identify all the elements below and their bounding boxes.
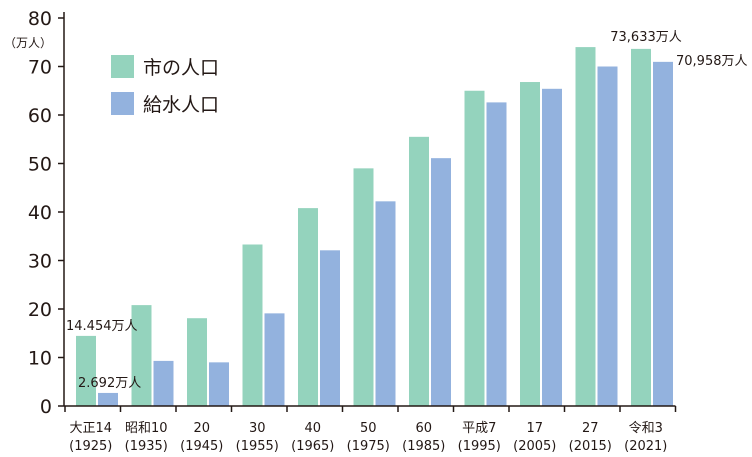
bar-city-population-2	[187, 318, 207, 406]
y-tick-label-40: 40	[28, 202, 52, 224]
bar-city-population-5	[353, 168, 374, 406]
bar-city-population-10	[631, 48, 651, 407]
x-category-year-9: (2015)	[569, 439, 612, 454]
y-tick-label-80: 80	[28, 8, 52, 30]
x-category-year-10: (2021)	[624, 439, 667, 454]
bar-city-population-8	[520, 82, 540, 407]
bar-water-supply-population-8	[542, 88, 562, 406]
x-category-label-8: 17	[526, 421, 543, 436]
bar-water-supply-population-10	[653, 61, 673, 406]
y-tick-label-0: 0	[40, 396, 52, 418]
y-tick-label-30: 30	[28, 251, 52, 273]
x-category-year-4: (1965)	[291, 439, 334, 454]
bar-water-supply-population-4	[320, 250, 340, 406]
value-annotation-2: 73,633万人	[610, 30, 682, 45]
y-tick-label-60: 60	[28, 105, 52, 127]
y-tick-label-70: 70	[28, 57, 52, 79]
x-category-year-3: (1955)	[236, 439, 279, 454]
x-category-year-7: (1995)	[458, 439, 501, 454]
bar-water-supply-population-7	[486, 102, 507, 406]
y-tick-label-10: 10	[28, 348, 52, 370]
value-annotation-1: 2.692万人	[78, 376, 141, 391]
bar-city-population-7	[464, 90, 485, 406]
legend-swatch-water-supply-population	[111, 92, 134, 115]
bar-water-supply-population-2	[209, 362, 229, 406]
x-category-label-10: 令和3	[629, 421, 663, 436]
x-category-label-7: 平成7	[462, 421, 496, 436]
x-category-label-0: 大正14	[69, 421, 112, 436]
legend-label-water-supply-population: 給水人口	[143, 94, 219, 116]
y-tick-label-20: 20	[28, 299, 52, 321]
bar-city-population-6	[409, 136, 429, 406]
x-category-label-5: 50	[360, 421, 377, 436]
bar-city-population-3	[242, 244, 263, 406]
x-category-label-6: 60	[415, 421, 432, 436]
bar-water-supply-population-6	[431, 158, 451, 406]
value-annotation-0: 14.454万人	[66, 319, 138, 334]
y-tick-label-50: 50	[28, 154, 52, 176]
bar-city-population-9	[575, 47, 596, 406]
bar-water-supply-population-0	[98, 392, 118, 406]
bar-city-population-1	[131, 305, 152, 406]
y-axis-unit-label: （万人）	[4, 36, 52, 50]
bar-water-supply-population-9	[597, 66, 618, 406]
bar-water-supply-population-3	[264, 313, 285, 406]
bar-city-population-4	[298, 208, 318, 406]
legend-swatch-city-population	[111, 55, 134, 78]
x-category-label-1: 昭和10	[125, 421, 168, 436]
legend-label-city-population: 市の人口	[143, 57, 219, 79]
bar-water-supply-population-1	[153, 360, 174, 406]
x-category-label-9: 27	[582, 421, 599, 436]
x-category-year-6: (1985)	[402, 439, 445, 454]
x-category-year-0: (1925)	[69, 439, 112, 454]
x-category-label-4: 40	[304, 421, 321, 436]
bar-water-supply-population-5	[375, 201, 396, 406]
x-category-label-3: 30	[249, 421, 266, 436]
x-category-year-5: (1975)	[347, 439, 390, 454]
x-category-year-1: (1935)	[125, 439, 168, 454]
bar-city-population-0	[76, 335, 96, 406]
x-category-year-2: (1945)	[180, 439, 223, 454]
x-category-label-2: 20	[193, 421, 210, 436]
value-annotation-3: 70,958万人	[676, 54, 748, 69]
x-category-year-8: (2005)	[513, 439, 556, 454]
